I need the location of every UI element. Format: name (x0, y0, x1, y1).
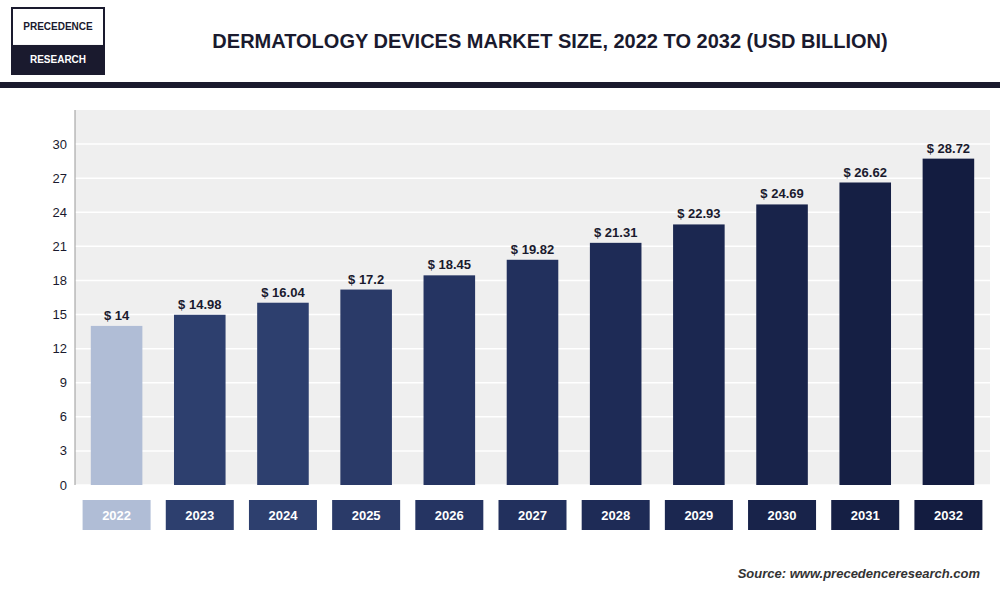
y-tick-label: 15 (53, 307, 67, 322)
bar (673, 224, 725, 485)
bars (91, 159, 974, 485)
bar (174, 315, 226, 485)
data-label: $ 21.31 (594, 225, 637, 240)
x-tick-badge (748, 500, 816, 530)
chart-container: PRECEDENCE RESEARCH DERMATOLOGY DEVICES MA… (0, 0, 1000, 592)
logo-text: RESEARCH (30, 54, 86, 65)
y-tick-label: 27 (53, 171, 67, 186)
y-tick-label: 24 (53, 205, 67, 220)
data-label: $ 19.82 (511, 242, 554, 257)
x-tick-badge (249, 500, 317, 530)
data-label: $ 24.69 (760, 186, 803, 201)
x-tick-badge (582, 500, 650, 530)
bar (507, 260, 559, 485)
data-labels: $ 14 $ 14.98 $ 16.04 $ 17.2 $ 18.45 $ 19.82 $ … (104, 141, 970, 323)
y-tick-label: 18 (53, 273, 67, 288)
y-tick-labels: 0 3 6 9 12 15 18 21 24 27 30 (53, 137, 67, 493)
chart-title: DERMATOLOGY DEVICES MARKET SIZE, 2022 TO… (212, 30, 887, 52)
bar (923, 159, 975, 485)
x-tick-label: 2025 (352, 508, 381, 523)
data-label: $ 22.93 (677, 206, 720, 221)
x-tick-label: 2023 (185, 508, 214, 523)
data-label: $ 26.62 (844, 165, 887, 180)
x-tick-label: 2030 (768, 508, 797, 523)
x-tick-label: 2029 (684, 508, 713, 523)
bar (590, 243, 642, 485)
logo: PRECEDENCE RESEARCH (12, 8, 104, 74)
y-tick-label: 0 (60, 478, 67, 493)
logo-box (12, 8, 104, 74)
x-tick-badge (914, 500, 982, 530)
x-tick-badge (332, 500, 400, 530)
x-tick-badge (831, 500, 899, 530)
bar (424, 275, 476, 485)
x-tick-badge (166, 500, 234, 530)
data-label: $ 28.72 (927, 141, 970, 156)
data-label: $ 18.45 (428, 257, 471, 272)
data-label: $ 14.98 (178, 297, 221, 312)
y-tick-label: 21 (53, 239, 67, 254)
y-tick-label: 12 (53, 341, 67, 356)
bar (340, 290, 392, 485)
x-tick-badge (415, 500, 483, 530)
y-tick-label: 9 (60, 375, 67, 390)
bar (839, 183, 891, 486)
x-tick-label: 2032 (934, 508, 963, 523)
x-tick-label: 2022 (102, 508, 131, 523)
x-tick-label: 2027 (518, 508, 547, 523)
bar (91, 326, 143, 485)
bar (756, 204, 808, 485)
logo-fill (12, 45, 104, 74)
x-tick-labels: 2022 2023 2024 2025 2026 2027 2028 2029 2030 2031… (83, 500, 983, 530)
x-tick-label: 2031 (851, 508, 880, 523)
header-separator (0, 82, 1000, 88)
source-note: Source: www.precedenceresearch.com (738, 566, 981, 581)
bar (257, 303, 309, 485)
y-tick-label: 30 (53, 137, 67, 152)
x-tick-badge (83, 500, 151, 530)
x-tick-badge (665, 500, 733, 530)
grid (75, 144, 990, 485)
grid-line (75, 143, 990, 145)
logo-text: PRECEDENCE (23, 21, 93, 32)
plot-background (75, 110, 990, 485)
data-label: $ 17.2 (348, 272, 384, 287)
x-tick-badge (499, 500, 567, 530)
chart-svg: PRECEDENCE RESEARCH DERMATOLOGY DEVICES MA… (0, 0, 1000, 592)
x-tick-label: 2024 (268, 508, 298, 523)
x-tick-label: 2028 (601, 508, 630, 523)
y-tick-label: 6 (60, 409, 67, 424)
y-tick-label: 3 (60, 443, 67, 458)
x-tick-label: 2026 (435, 508, 464, 523)
y-axis-line (75, 110, 76, 485)
data-label: $ 14 (104, 308, 130, 323)
data-label: $ 16.04 (261, 285, 305, 300)
background (0, 0, 1000, 592)
